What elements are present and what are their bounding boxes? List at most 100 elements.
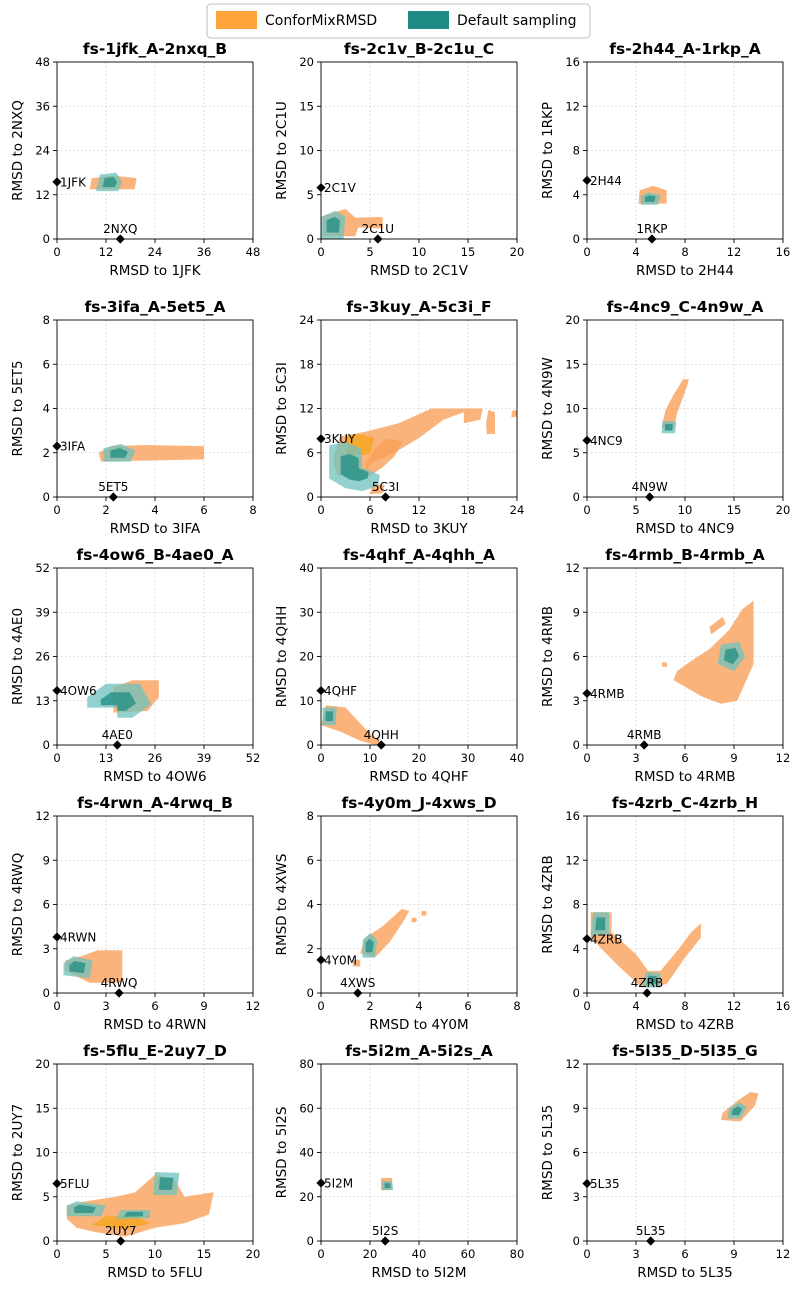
y-tick-label: 24 (35, 144, 50, 158)
x-tick-label: 0 (583, 999, 590, 1013)
reference-marker (582, 1178, 592, 1189)
x-tick-label: 40 (412, 1247, 427, 1261)
x-tick-label: 12 (727, 245, 742, 259)
x-tick-label: 4 (632, 999, 639, 1013)
x-tick-label: 20 (363, 1247, 378, 1261)
y-tick-label: 0 (307, 490, 314, 504)
default-density-core (326, 216, 340, 233)
panel-title: fs-3ifa_A-5et5_A (84, 298, 225, 316)
reference-marker (112, 740, 122, 750)
y-tick-label: 40 (299, 561, 314, 575)
y-tick-label: 20 (35, 1057, 50, 1071)
default-density-core (384, 1183, 391, 1189)
x-tick-label: 0 (583, 245, 590, 259)
default-density-core (102, 176, 117, 188)
y-tick-label: 5 (573, 446, 580, 460)
x-tick-label: 4 (415, 999, 422, 1013)
default-density-core (124, 1211, 143, 1217)
panel-10: 00 3 3 6 6 9 9 12 12 4RWN 4RWQ fs-4rwn_A-4rwq_B RMSD… (10, 794, 260, 1033)
reference-marker-label: 4RMB (590, 687, 625, 701)
conformix-density-region (421, 911, 427, 916)
x-tick-label: 12 (727, 999, 742, 1013)
x-tick-label: 9 (730, 751, 737, 765)
y-tick-label: 0 (43, 490, 50, 504)
y-tick-label: 52 (35, 561, 50, 575)
panel-6: 00 5 5 10 10 15 15 20 20 4NC9 4N9W fs-4nc9_C-4n9w_A… (540, 298, 790, 537)
x-tick-label: 6 (464, 999, 471, 1013)
panel-title: fs-5i2m_A-5i2s_A (345, 1042, 492, 1060)
y-tick-label: 2 (43, 446, 50, 460)
y-tick-label: 80 (299, 1057, 314, 1071)
reference-marker (52, 932, 62, 942)
reference-marker (380, 492, 391, 502)
x-tick-label: 15 (727, 503, 742, 517)
reference-marker (582, 934, 592, 944)
default-density-core (340, 454, 369, 482)
x-tick-label: 0 (317, 751, 324, 765)
x-tick-label: 8 (681, 245, 688, 259)
y-axis-label: RMSD to 4QHH (274, 606, 290, 708)
default-density-core (646, 975, 657, 985)
x-axis-label: RMSD to 3KUY (370, 521, 468, 537)
panel-5: 00 6 6 12 12 18 18 24 24 3KUY 5C3I fs-3kuy_A-5c3i_F… (274, 298, 524, 537)
y-axis-label: RMSD to 4AE0 (10, 608, 26, 705)
reference-marker (582, 175, 592, 185)
x-tick-label: 8 (513, 999, 520, 1013)
y-tick-label: 0 (43, 738, 50, 752)
reference-marker-label: 4RWN (60, 930, 96, 944)
y-axis-label: RMSD to 5ET5 (10, 360, 26, 456)
reference-marker (376, 740, 386, 750)
reference-marker (353, 988, 363, 998)
x-tick-label: 3 (632, 751, 639, 765)
x-tick-label: 20 (510, 245, 525, 259)
x-tick-label: 0 (583, 503, 590, 517)
y-tick-label: 2 (307, 942, 314, 956)
y-tick-label: 16 (565, 809, 580, 823)
reference-marker (639, 740, 649, 750)
y-tick-label: 0 (307, 1234, 314, 1248)
x-tick-label: 9 (730, 1247, 737, 1261)
y-tick-label: 20 (565, 313, 580, 327)
x-tick-label: 8 (681, 999, 688, 1013)
x-tick-label: 6 (681, 751, 688, 765)
x-tick-label: 20 (412, 751, 427, 765)
x-tick-label: 20 (776, 503, 791, 517)
panel-title: fs-2h44_A-1rkp_A (609, 40, 761, 58)
y-tick-label: 6 (307, 446, 314, 460)
reference-marker-label: 4AE0 (102, 728, 133, 742)
x-tick-label: 0 (317, 1247, 324, 1261)
x-tick-label: 10 (363, 751, 378, 765)
y-tick-label: 12 (565, 561, 580, 575)
y-tick-label: 18 (299, 357, 314, 371)
x-tick-label: 12 (412, 503, 427, 517)
legend-label-conformix: ConforMixRMSD (265, 13, 377, 29)
reference-marker (380, 1236, 390, 1246)
reference-marker-label: 1RKP (636, 222, 667, 236)
x-tick-label: 0 (317, 245, 324, 259)
y-tick-label: 3 (43, 942, 50, 956)
x-axis-label: RMSD to 5FLU (107, 1265, 202, 1281)
y-tick-label: 12 (299, 402, 314, 416)
default-density-core (664, 423, 673, 431)
x-tick-label: 0 (583, 1247, 590, 1261)
panel-title: fs-1jfk_A-2nxq_B (83, 40, 227, 58)
y-tick-label: 12 (565, 1057, 580, 1071)
reference-marker-label: 2UY7 (105, 1224, 136, 1238)
default-density-core (595, 917, 606, 931)
reference-marker (647, 234, 657, 244)
conformix-density-region (486, 410, 495, 435)
x-tick-label: 0 (317, 503, 324, 517)
y-tick-label: 12 (35, 809, 50, 823)
reference-marker (316, 955, 326, 965)
reference-marker-label: 3KUY (324, 432, 356, 446)
x-axis-label: RMSD to 5L35 (637, 1265, 732, 1281)
y-tick-label: 9 (573, 1101, 580, 1115)
y-tick-label: 8 (573, 144, 580, 158)
y-tick-label: 9 (43, 853, 50, 867)
x-tick-label: 10 (678, 503, 693, 517)
reference-marker-label: 4NC9 (590, 434, 623, 448)
y-tick-label: 20 (299, 1190, 314, 1204)
reference-marker (52, 441, 62, 451)
y-axis-label: RMSD to 4ZRB (540, 855, 556, 954)
